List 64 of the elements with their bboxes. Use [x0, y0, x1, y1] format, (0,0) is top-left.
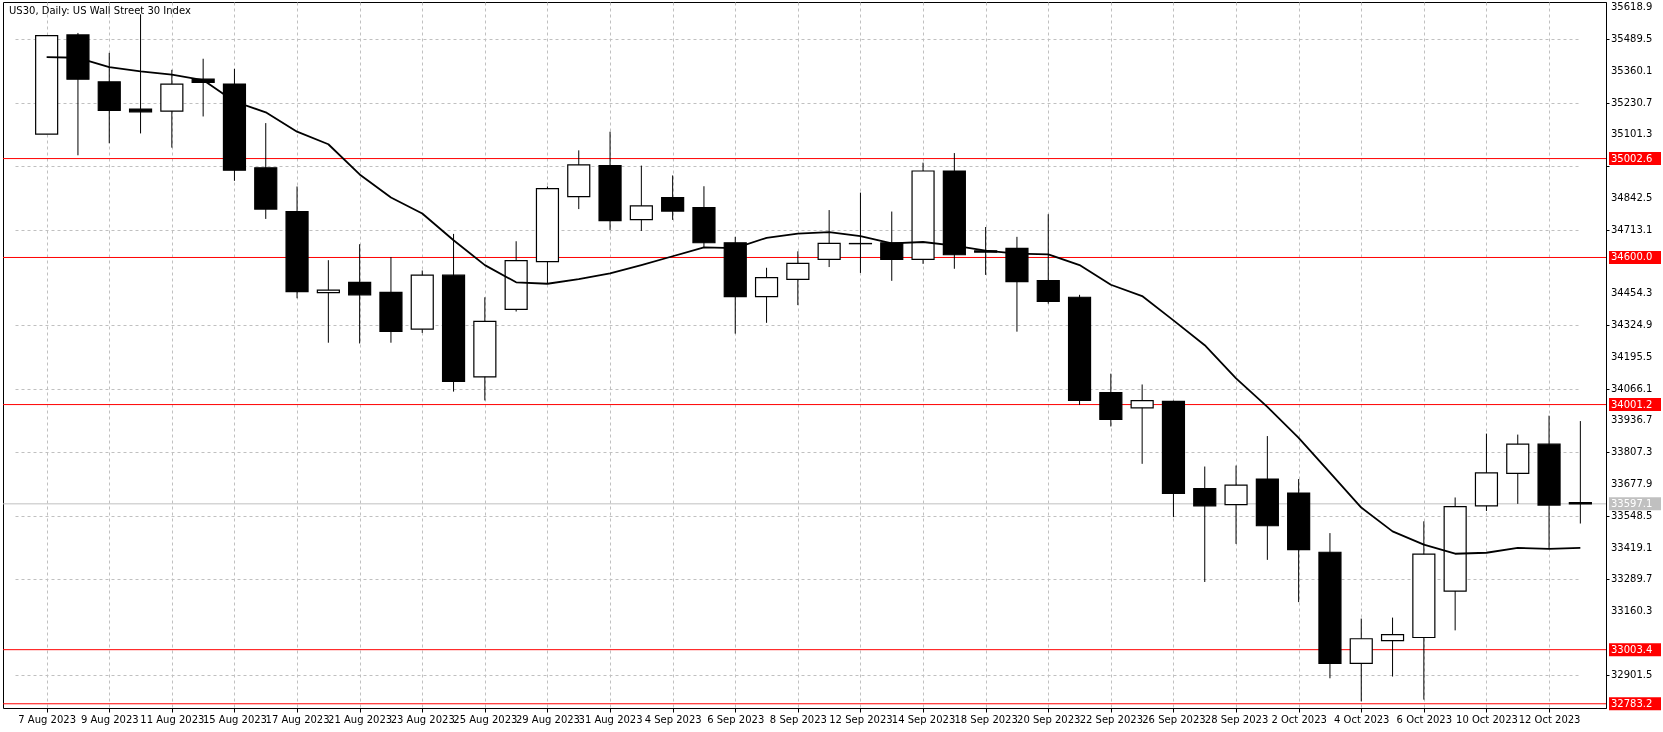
x-tick-label: 26 Sep 2023 [1142, 713, 1206, 725]
y-tick-label: 35230.7 [1611, 96, 1653, 108]
x-tick-label: 4 Sep 2023 [644, 713, 702, 725]
ref-line-label: 33597.1 [1611, 497, 1653, 509]
candlestick [1130, 383, 1154, 465]
x-tick-label: 31 Aug 2023 [578, 713, 643, 725]
candlestick [817, 209, 841, 268]
y-tick-label: 33548.5 [1611, 509, 1653, 521]
candlestick [348, 243, 372, 344]
candlestick [1380, 617, 1405, 678]
y-tick-label: 35489.5 [1611, 32, 1653, 44]
x-tick-label: 6 Sep 2023 [707, 713, 765, 725]
candlestick [754, 267, 779, 324]
x-tick-label: 22 Sep 2023 [1079, 713, 1144, 725]
y-tick-label: 35618.9 [1611, 1, 1653, 13]
x-tick-label: 9 Aug 2023 [80, 713, 139, 725]
y-tick-label: 33807.3 [1611, 446, 1653, 458]
y-tick-label: 34195.5 [1611, 350, 1653, 362]
ref-line-label: 34001.2 [1611, 398, 1653, 410]
y-tick-label: 33677.9 [1611, 477, 1653, 489]
chart-title: US30, Daily: US Wall Street 30 Index [9, 5, 191, 16]
candlestick [1224, 465, 1248, 545]
candlestick [629, 165, 653, 232]
y-tick-label: 35360.1 [1611, 64, 1653, 76]
ref-line-label: 34600.0 [1611, 251, 1653, 263]
ref-line-label: 35002.6 [1611, 152, 1653, 164]
x-tick-label: 12 Oct 2023 [1518, 713, 1581, 725]
x-tick-label: 11 Aug 2023 [140, 713, 205, 725]
x-tick-label: 21 Aug 2023 [328, 713, 393, 725]
x-tick-label: 4 Oct 2023 [1334, 713, 1390, 725]
y-tick-label: 33936.7 [1611, 414, 1653, 426]
y-tick-label: 32901.5 [1611, 668, 1653, 680]
candlestick [1568, 420, 1592, 525]
candlestick [316, 259, 340, 344]
candlestick [880, 211, 904, 282]
x-tick-label: 29 Aug 2023 [515, 713, 580, 725]
x-tick-label: 17 Aug 2023 [265, 713, 330, 725]
ref-line-label: 33003.4 [1611, 643, 1653, 655]
x-tick-label: 6 Oct 2023 [1396, 713, 1453, 725]
candlestick [1036, 213, 1060, 305]
y-tick-label: 34066.1 [1611, 382, 1653, 394]
ref-line-label: 32783.2 [1611, 697, 1653, 709]
x-tick-label: 25 Aug 2023 [453, 713, 518, 725]
y-tick-label: 35101.3 [1611, 128, 1653, 140]
x-tick-label: 10 Oct 2023 [1456, 713, 1518, 725]
y-tick-label: 34842.5 [1611, 191, 1653, 203]
y-tick-label: 33289.7 [1611, 573, 1653, 585]
candlestick [1193, 466, 1217, 583]
x-tick-label: 12 Sep 2023 [829, 713, 893, 725]
candlestick [786, 250, 810, 306]
y-tick-label: 33160.3 [1611, 605, 1653, 617]
x-tick-label: 18 Sep 2023 [954, 713, 1018, 725]
x-tick-label: 2 Oct 2023 [1271, 713, 1327, 725]
x-tick-label: 28 Sep 2023 [1204, 713, 1269, 725]
x-tick-label: 7 Aug 2023 [18, 713, 76, 725]
y-tick-label: 33419.1 [1611, 541, 1653, 553]
x-tick-label: 8 Sep 2023 [769, 713, 827, 725]
candlestick [661, 174, 685, 221]
x-tick-label: 20 Sep 2023 [1017, 713, 1081, 725]
y-tick-label: 34713.1 [1611, 223, 1653, 235]
x-tick-label: 14 Sep 2023 [891, 713, 956, 725]
x-tick-label: 23 Aug 2023 [390, 713, 455, 725]
y-tick-label: 34324.9 [1611, 319, 1653, 331]
y-tick-label: 34454.3 [1611, 287, 1653, 299]
